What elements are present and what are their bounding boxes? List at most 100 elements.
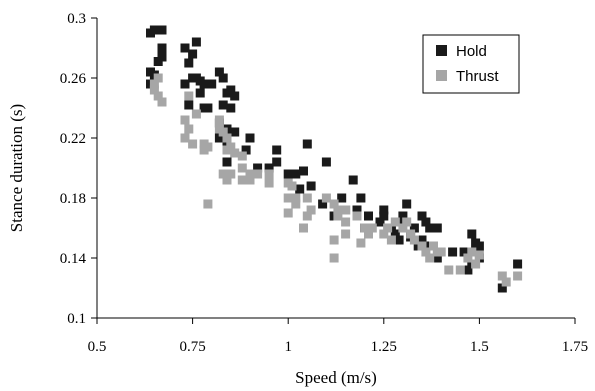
data-point-hold [272,157,282,167]
data-point-thrust [153,91,163,101]
data-point-hold [417,235,427,245]
data-point-thrust [180,115,190,125]
data-point-hold [318,199,328,209]
x-tick-label: 1 [284,339,292,355]
data-point-hold [264,163,274,173]
data-point-thrust [226,142,236,152]
data-point-thrust [367,223,377,233]
data-point-thrust [352,211,362,221]
data-point-hold [157,25,167,35]
data-point-thrust [333,211,343,221]
data-point-hold [459,247,469,257]
data-point-hold [184,100,194,110]
data-point-thrust [329,253,339,263]
data-point-thrust [429,241,438,251]
data-point-thrust [245,169,255,179]
data-point-hold [207,79,217,89]
data-point-thrust [188,139,198,149]
data-point-thrust [157,97,167,107]
legend-box [422,34,520,94]
data-point-hold [199,79,209,89]
data-point-hold [390,229,400,239]
x-tick-label: 1.75 [562,339,588,355]
data-point-thrust [222,133,232,143]
data-point-thrust [230,148,240,158]
data-point-hold [184,58,194,68]
data-point-hold [375,217,385,227]
legend-swatch-hold [436,45,447,56]
y-tick-label: 0.26 [60,71,87,87]
data-point-hold [474,241,484,251]
data-point-hold [149,25,159,35]
data-point-thrust [245,175,255,185]
data-point-thrust [283,208,293,218]
data-point-hold [188,49,198,59]
data-point-thrust [153,73,163,83]
y-tick-label: 0.22 [60,131,86,147]
data-point-thrust [497,271,507,281]
legend-label-thrust: Thrust [456,68,499,85]
data-point-hold [272,145,282,155]
data-point-thrust [302,193,312,203]
data-point-thrust [287,181,297,191]
data-point-hold [352,205,362,215]
data-point-thrust [402,217,412,227]
data-point-thrust [149,79,159,89]
data-point-thrust [455,265,465,275]
data-point-hold [230,91,240,101]
data-point-thrust [501,277,511,287]
data-point-thrust [333,205,343,215]
x-tick-label: 0.75 [179,339,205,355]
data-point-thrust [360,223,370,233]
data-point-hold [379,211,389,221]
data-point-hold [253,163,263,173]
data-point-hold [291,169,301,179]
data-point-thrust [149,85,159,95]
data-point-hold [394,235,404,245]
data-point-thrust [341,205,351,215]
data-point-hold [195,88,205,98]
data-point-thrust [306,205,316,215]
data-point-thrust [214,115,224,125]
data-point-thrust [299,223,308,233]
y-axis-title: Stance duration (s) [7,104,26,232]
data-point-hold [421,217,431,227]
y-tick-label: 0.3 [67,11,86,27]
data-point-hold [409,223,419,233]
data-point-thrust [203,142,213,152]
data-point-thrust [398,223,408,233]
data-point-thrust [471,259,481,269]
data-point-hold [432,223,442,233]
data-point-hold [348,175,358,185]
data-point-hold [245,133,255,143]
legend-swatch-thrust [436,70,447,81]
data-point-thrust [329,235,339,245]
x-axis-title: Speed (m/s) [295,368,377,387]
data-points [146,25,523,293]
x-ticks: 0.5 0.75 1 1.25 1.5 1.75 [88,318,588,355]
data-point-thrust [264,169,274,179]
data-point-hold [302,139,312,149]
data-point-hold [402,199,412,209]
data-point-thrust [226,169,236,179]
x-tick-label: 0.5 [88,339,107,355]
data-point-thrust [386,235,396,245]
data-point-hold [191,37,201,47]
data-point-hold [241,145,251,155]
axes [96,18,575,319]
data-point-hold [379,205,389,215]
data-point-thrust [237,163,247,173]
data-point-thrust [184,124,194,134]
data-point-hold [157,43,167,53]
data-point-thrust [513,271,523,281]
data-point-thrust [383,223,393,233]
data-point-thrust [191,109,201,119]
data-point-thrust [474,250,484,260]
y-tick-label: 0.14 [60,251,87,267]
data-point-hold [230,127,240,137]
data-point-thrust [180,133,190,143]
data-point-thrust [436,247,446,257]
data-point-hold [337,193,347,203]
data-point-thrust [302,211,312,221]
